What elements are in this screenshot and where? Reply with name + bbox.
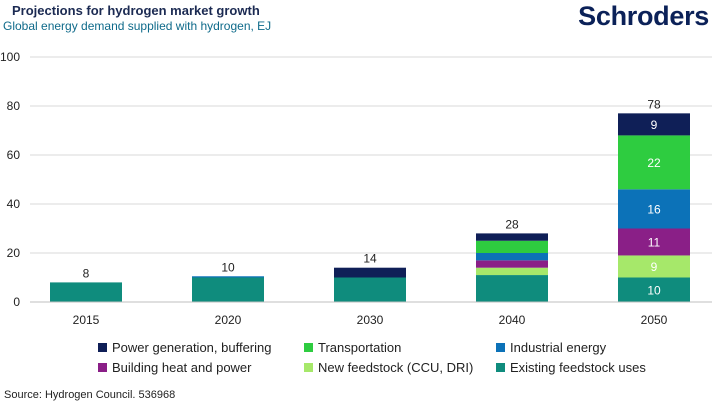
y-tick-label: 60 bbox=[7, 148, 21, 162]
bar-segment bbox=[618, 113, 690, 136]
legend-item-existing-feedstock: Existing feedstock uses bbox=[496, 359, 656, 376]
legend-item-new-feedstock: New feedstock (CCU, DRI) bbox=[304, 359, 496, 376]
legend-label: Power generation, buffering bbox=[112, 340, 272, 355]
bar-segment bbox=[618, 228, 690, 256]
segment-data-label: 22 bbox=[647, 156, 661, 170]
bar-segment bbox=[334, 267, 406, 278]
x-tick-label: 2015 bbox=[73, 313, 100, 327]
bar-segment bbox=[476, 267, 548, 276]
legend-swatch bbox=[496, 363, 505, 372]
source-note: Source: Hydrogen Council. 536968 bbox=[4, 389, 176, 401]
bar-segment bbox=[334, 277, 406, 302]
chart-title: Projections for hydrogen market growth bbox=[12, 3, 260, 18]
legend-item-power-generation: Power generation, buffering bbox=[98, 339, 304, 356]
bar-segment bbox=[50, 282, 122, 302]
bar-segment bbox=[618, 255, 690, 278]
segment-data-label: 10 bbox=[647, 283, 661, 297]
y-tick-label: 100 bbox=[0, 50, 20, 64]
chart-legend: Power generation, buffering Transportati… bbox=[98, 339, 656, 376]
x-tick-label: 2040 bbox=[499, 313, 526, 327]
legend-swatch bbox=[304, 343, 313, 352]
total-data-label: 8 bbox=[83, 266, 90, 280]
y-tick-label: 20 bbox=[7, 246, 21, 260]
bar-segment bbox=[618, 135, 690, 190]
total-data-label: 14 bbox=[363, 252, 377, 266]
segment-data-label: 11 bbox=[648, 235, 661, 249]
chart-subtitle: Global energy demand supplied with hydro… bbox=[3, 19, 272, 33]
x-tick-label: 2050 bbox=[641, 313, 668, 327]
y-tick-label: 40 bbox=[7, 197, 21, 211]
bar-segment bbox=[618, 277, 690, 302]
segment-data-label: 16 bbox=[647, 202, 661, 216]
bar-segment bbox=[618, 189, 690, 229]
legend-swatch bbox=[496, 343, 505, 352]
segment-data-label: 9 bbox=[651, 260, 658, 274]
legend-item-industrial-energy: Industrial energy bbox=[496, 339, 656, 356]
schroders-logo: Schroders bbox=[578, 1, 709, 31]
bar-segment bbox=[192, 276, 264, 278]
stacked-bar-chart: 0204060801008201510202014203028204010911… bbox=[0, 50, 712, 327]
legend-label: Existing feedstock uses bbox=[510, 360, 646, 375]
x-tick-label: 2020 bbox=[215, 313, 242, 327]
legend-item-transportation: Transportation bbox=[304, 339, 496, 356]
bar-segment bbox=[476, 240, 548, 253]
legend-label: New feedstock (CCU, DRI) bbox=[318, 360, 474, 375]
total-data-label: 78 bbox=[647, 97, 661, 111]
y-tick-label: 80 bbox=[7, 99, 21, 113]
bar-segment bbox=[476, 233, 548, 241]
bar-segment bbox=[476, 253, 548, 261]
legend-label: Transportation bbox=[318, 340, 402, 355]
legend-swatch bbox=[98, 343, 107, 352]
x-tick-label: 2030 bbox=[357, 313, 384, 327]
bar-segment bbox=[192, 277, 264, 302]
legend-label: Industrial energy bbox=[510, 340, 607, 355]
legend-swatch bbox=[98, 363, 107, 372]
bar-segment bbox=[476, 260, 548, 268]
total-data-label: 28 bbox=[505, 217, 519, 231]
total-data-label: 10 bbox=[221, 260, 235, 274]
y-tick-label: 0 bbox=[13, 295, 20, 309]
bar-segment bbox=[476, 275, 548, 302]
segment-data-label: 9 bbox=[651, 118, 658, 132]
legend-swatch bbox=[304, 363, 313, 372]
legend-item-building-heat: Building heat and power bbox=[98, 359, 304, 376]
legend-label: Building heat and power bbox=[112, 360, 252, 375]
